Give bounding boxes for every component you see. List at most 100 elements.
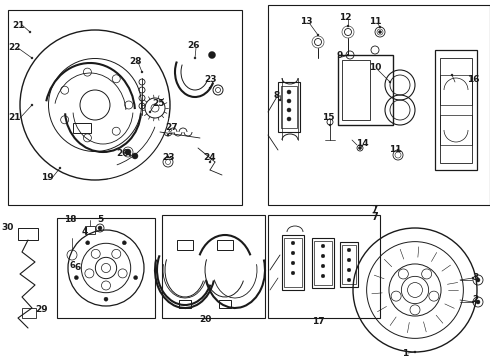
Circle shape: [98, 226, 102, 230]
Bar: [281, 86, 297, 128]
Bar: [435, 50, 477, 170]
Text: 10: 10: [369, 63, 381, 72]
Circle shape: [291, 241, 295, 245]
Text: 30: 30: [2, 224, 14, 233]
Circle shape: [347, 258, 351, 262]
Circle shape: [291, 251, 295, 255]
Circle shape: [472, 277, 474, 279]
Text: 26: 26: [187, 41, 199, 50]
Circle shape: [149, 111, 151, 113]
Circle shape: [122, 241, 126, 245]
Circle shape: [347, 278, 351, 282]
Bar: [268, 215, 380, 318]
Bar: [282, 235, 304, 290]
Text: 5: 5: [97, 216, 103, 225]
Bar: [440, 75, 472, 105]
Text: 12: 12: [339, 13, 351, 22]
Bar: [284, 238, 302, 287]
Circle shape: [129, 154, 131, 156]
Text: 23: 23: [204, 76, 216, 85]
Bar: [8, 10, 242, 205]
Circle shape: [141, 71, 143, 73]
Circle shape: [347, 25, 349, 27]
Circle shape: [347, 268, 351, 272]
Circle shape: [194, 57, 196, 59]
Circle shape: [104, 297, 108, 301]
Circle shape: [291, 261, 295, 265]
Text: 20: 20: [199, 315, 211, 324]
Bar: [177, 240, 193, 250]
Text: 14: 14: [356, 139, 368, 148]
Circle shape: [209, 51, 216, 58]
Text: 22: 22: [8, 44, 20, 53]
Text: 2: 2: [472, 296, 478, 305]
Bar: [314, 241, 332, 285]
Circle shape: [59, 167, 61, 169]
Circle shape: [397, 149, 399, 151]
Circle shape: [31, 104, 33, 106]
Circle shape: [29, 31, 31, 33]
Text: 18: 18: [64, 216, 76, 225]
Circle shape: [321, 244, 325, 248]
Bar: [268, 5, 490, 205]
Bar: [440, 58, 472, 163]
Circle shape: [86, 241, 90, 245]
Circle shape: [279, 99, 281, 101]
Circle shape: [287, 90, 291, 94]
Circle shape: [31, 57, 33, 59]
Circle shape: [476, 300, 480, 304]
Circle shape: [476, 278, 480, 282]
Circle shape: [317, 34, 319, 36]
Circle shape: [414, 351, 416, 353]
Text: 7: 7: [372, 206, 378, 215]
Circle shape: [451, 74, 453, 76]
Text: 11: 11: [389, 145, 401, 154]
Text: 11: 11: [369, 18, 381, 27]
Text: 21: 21: [8, 113, 20, 122]
Text: 28: 28: [129, 58, 141, 67]
Bar: [312, 238, 334, 288]
Circle shape: [347, 248, 351, 252]
Circle shape: [209, 87, 211, 89]
Bar: [162, 215, 265, 318]
Circle shape: [74, 276, 78, 280]
Circle shape: [287, 108, 291, 112]
Text: 27: 27: [166, 123, 178, 132]
Circle shape: [125, 149, 131, 155]
Text: 6: 6: [75, 264, 81, 273]
Text: 17: 17: [312, 318, 324, 327]
Text: 3: 3: [472, 274, 478, 283]
Circle shape: [347, 54, 349, 56]
Circle shape: [209, 161, 211, 163]
Circle shape: [321, 264, 325, 268]
Text: 7: 7: [371, 212, 378, 222]
Circle shape: [359, 147, 362, 149]
Circle shape: [287, 99, 291, 103]
Text: 16: 16: [467, 76, 479, 85]
Text: 4: 4: [82, 228, 88, 237]
Bar: [440, 115, 472, 145]
Bar: [219, 300, 231, 308]
Text: 26: 26: [116, 148, 128, 158]
Circle shape: [134, 276, 138, 280]
Circle shape: [472, 301, 474, 303]
Bar: [85, 226, 95, 234]
Bar: [57, 218, 155, 318]
Text: 13: 13: [300, 18, 312, 27]
Text: 25: 25: [152, 99, 164, 108]
Text: 24: 24: [204, 153, 216, 162]
Text: 21: 21: [12, 21, 24, 30]
Text: 8: 8: [274, 90, 280, 99]
Bar: [278, 82, 300, 132]
Circle shape: [329, 124, 331, 126]
Text: 29: 29: [36, 306, 49, 315]
Bar: [342, 60, 370, 120]
Bar: [340, 242, 358, 287]
Text: 19: 19: [41, 174, 53, 183]
Circle shape: [321, 274, 325, 278]
Circle shape: [379, 26, 381, 28]
Text: 23: 23: [162, 153, 174, 162]
Text: 1: 1: [402, 348, 408, 357]
Circle shape: [291, 271, 295, 275]
Circle shape: [378, 31, 382, 33]
